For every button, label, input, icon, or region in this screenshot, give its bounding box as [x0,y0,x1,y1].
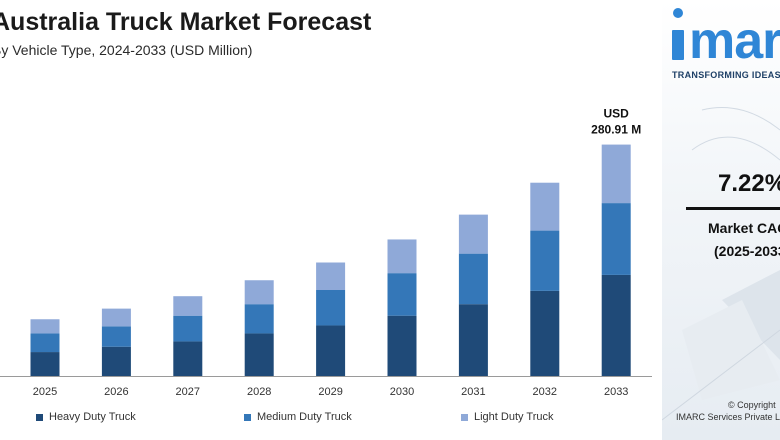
bar-heavy-duty-2031 [459,304,488,376]
annotation-currency: USD [604,107,630,121]
side-panel: marc TRANSFORMING IDEAS INTO IMPACT 7.22… [662,0,780,440]
deco-curve-1 [702,108,780,131]
cagr-value: 7.22% [718,170,780,198]
bar-medium-duty-2029 [316,290,345,325]
stacked-bar-chart: 2025 2026 2027 2028 2029 2030 2031 2032 2033 USD 2… [0,0,665,440]
legend-item-heavy-duty: Heavy Duty Truck [36,411,136,423]
bar-light-duty-2031 [459,215,488,254]
bar-heavy-duty-2025 [31,352,60,376]
x-tick-label-2032: 2032 [533,386,557,398]
x-tick-label-2028: 2028 [247,386,271,398]
bar-heavy-duty-2033 [602,275,631,376]
legend-label-light-duty: Light Duty Truck [474,411,553,423]
deco-curve-2 [692,137,780,160]
chart-area: Australia Truck Market Forecast By Vehic… [0,0,665,440]
bar-light-duty-2030 [388,239,417,273]
bar-heavy-duty-2026 [102,347,131,376]
cagr-period: (2025-2033) [714,243,780,259]
bar-medium-duty-2033 [602,203,631,275]
bar-medium-duty-2028 [245,304,274,333]
x-tick-label-2026: 2026 [104,386,128,398]
bar-light-duty-2033 [602,145,631,204]
legend-item-medium-duty: Medium Duty Truck [244,411,352,423]
bar-light-duty-2028 [245,280,274,304]
company-name: IMARC Services Private Limited [676,412,780,422]
bar-medium-duty-2027 [173,316,202,342]
bar-heavy-duty-2029 [316,325,345,376]
x-tick-label-2025: 2025 [33,386,57,398]
bar-medium-duty-2031 [459,254,488,305]
legend-swatch-medium-duty [244,414,251,421]
bar-heavy-duty-2027 [173,341,202,376]
x-tick-label-2029: 2029 [318,386,342,398]
bar-heavy-duty-2028 [245,333,274,376]
x-tick-label-2031: 2031 [461,386,485,398]
legend-swatch-heavy-duty [36,414,43,421]
copyright-text: © Copyright [728,400,776,410]
legend-label-heavy-duty: Heavy Duty Truck [49,411,136,423]
legend-swatch-light-duty [461,414,468,421]
bar-medium-duty-2025 [31,333,60,352]
bar-heavy-duty-2030 [388,316,417,376]
annotation-value: 280.91 M [591,123,641,137]
bar-light-duty-2026 [102,309,131,327]
bar-medium-duty-2032 [530,231,559,291]
legend-label-medium-duty: Medium Duty Truck [257,411,352,423]
bar-medium-duty-2026 [102,326,131,346]
x-tick-label-2030: 2030 [390,386,414,398]
chart-legend: Heavy Duty Truck Medium Duty Truck Light… [36,411,636,427]
bar-light-duty-2032 [530,183,559,231]
bar-light-duty-2027 [173,296,202,316]
x-tick-label-2033: 2033 [604,386,628,398]
bar-medium-duty-2030 [388,273,417,316]
cagr-label: Market CAGR [708,220,780,236]
cagr-divider [686,207,780,210]
bar-heavy-duty-2032 [530,291,559,376]
bar-light-duty-2029 [316,263,345,290]
legend-item-light-duty: Light Duty Truck [461,411,553,423]
bar-light-duty-2025 [31,319,60,333]
x-tick-label-2027: 2027 [176,386,200,398]
